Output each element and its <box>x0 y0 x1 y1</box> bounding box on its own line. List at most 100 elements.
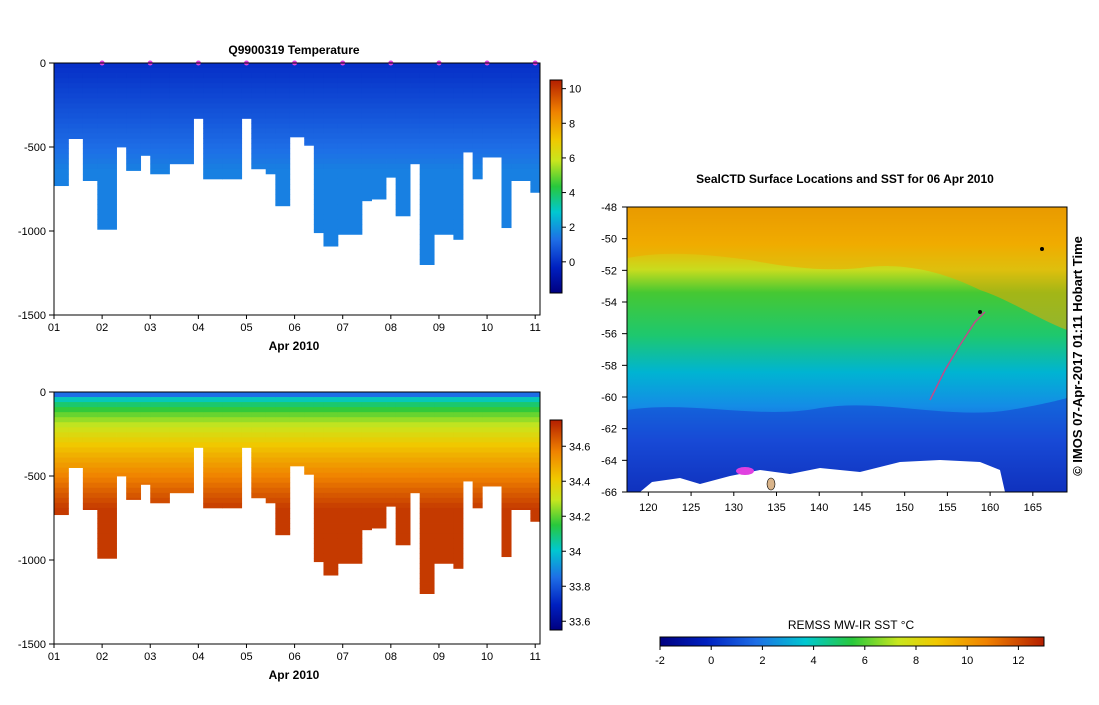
profile-cell <box>266 483 276 488</box>
profile-cell <box>372 412 387 417</box>
profile-cell <box>83 437 98 442</box>
profile-cell <box>420 189 435 194</box>
profile-cell <box>502 468 512 473</box>
profile-cell <box>97 204 117 209</box>
profile-cell <box>362 179 372 184</box>
profile-cell <box>266 493 276 498</box>
profile-cell <box>511 154 531 159</box>
profile-cell <box>242 93 252 98</box>
profile-cell <box>511 437 531 442</box>
profile-cell <box>338 219 362 224</box>
profile-cell <box>386 139 396 144</box>
profile-cell <box>97 397 117 402</box>
profile-cell <box>222 422 242 427</box>
profile-cell <box>453 437 463 442</box>
profile-cell <box>222 483 242 488</box>
profile-cell <box>434 219 454 224</box>
profile-cell <box>338 184 362 189</box>
profile-cell <box>434 538 454 543</box>
profile-cell <box>453 234 463 239</box>
profile-cell <box>453 473 463 478</box>
profile-cell <box>275 134 290 139</box>
profile-cell <box>323 93 338 98</box>
profile-cell <box>338 164 362 169</box>
profile-cell <box>396 427 411 432</box>
profile-cell <box>304 118 314 123</box>
profile-cell <box>97 78 117 83</box>
profile-cell <box>482 129 502 134</box>
profile-cell <box>97 159 117 164</box>
profile-cell <box>97 452 117 457</box>
profile-cell <box>222 473 242 478</box>
profile-cell <box>150 154 170 159</box>
profile-cell <box>463 417 473 422</box>
profile-cell <box>54 78 69 83</box>
profile-cell <box>203 432 223 437</box>
profile-cell <box>386 397 396 402</box>
profile-cell <box>502 149 512 154</box>
profile-cell <box>323 508 338 513</box>
profile-cell <box>482 144 502 149</box>
x-tick-label: 03 <box>144 651 156 663</box>
profile-cell <box>150 483 170 488</box>
profile-cell <box>323 483 338 488</box>
profile-cell <box>420 144 435 149</box>
profile-cell <box>203 402 223 407</box>
profile-cell <box>396 518 411 523</box>
profile-cell <box>290 123 305 128</box>
profile-cell <box>150 78 170 83</box>
profile-cell <box>150 144 170 149</box>
profile-cell <box>473 83 483 88</box>
profile-cell <box>453 224 463 229</box>
latitude-label: -64 <box>601 455 617 467</box>
profile-cell <box>511 488 531 493</box>
profile-cell <box>502 159 512 164</box>
profile-cell <box>150 417 170 422</box>
profile-cell <box>473 68 483 73</box>
profile-cell <box>141 68 151 73</box>
profile-cell <box>434 108 454 113</box>
profile-cell <box>141 463 151 468</box>
profile-cell <box>150 498 170 503</box>
profile-cell <box>372 154 387 159</box>
profile-cell <box>362 508 372 513</box>
profile-cell <box>396 508 411 513</box>
profile-cell <box>222 503 242 508</box>
profile-cell <box>362 513 372 518</box>
profile-cell <box>482 397 502 402</box>
profile-cell <box>372 508 387 513</box>
profile-cell <box>222 98 242 103</box>
profile-cell <box>410 68 420 73</box>
profile-cell <box>420 538 435 543</box>
profile-cell <box>396 528 411 533</box>
profile-cell <box>530 78 540 83</box>
profile-cell <box>502 174 512 179</box>
profile-cell <box>420 578 435 583</box>
profile-cell <box>68 88 83 93</box>
profile-cell <box>290 129 305 134</box>
profile-cell <box>117 447 127 452</box>
profile-cell <box>150 83 170 88</box>
profile-cell <box>386 108 396 113</box>
profile-cell <box>482 473 502 478</box>
x-tick-label: 02 <box>96 651 108 663</box>
profile-cell <box>338 538 362 543</box>
profile-cell <box>502 488 512 493</box>
profile-cell <box>502 447 512 452</box>
profile-cell <box>117 108 127 113</box>
profile-cell <box>434 93 454 98</box>
profile-cell <box>420 219 435 224</box>
colorbar-tick-label: 34.2 <box>569 511 590 523</box>
longitude-label: 150 <box>895 502 913 514</box>
profile-cell <box>97 543 117 548</box>
profile-cell <box>266 422 276 427</box>
profile-cell <box>372 159 387 164</box>
profile-cell <box>169 78 193 83</box>
salinity-x-label: Apr 2010 <box>269 668 320 682</box>
profile-cell <box>222 432 242 437</box>
profile-cell <box>83 483 98 488</box>
profile-cell <box>323 523 338 528</box>
profile-cell <box>97 149 117 154</box>
profile-cell <box>203 63 223 68</box>
profile-cell <box>251 488 266 493</box>
